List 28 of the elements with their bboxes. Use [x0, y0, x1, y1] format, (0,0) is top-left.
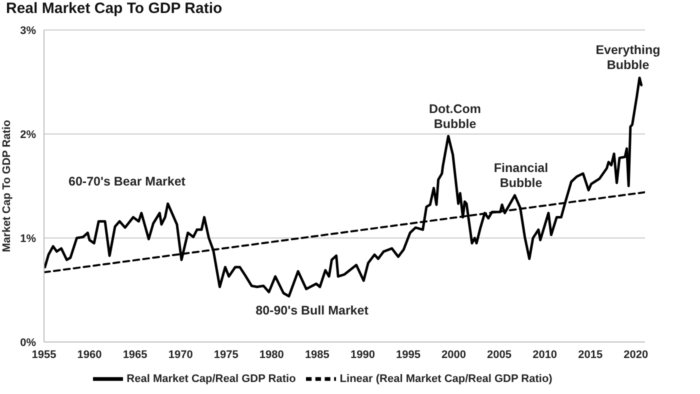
chart-title: Real Market Cap To GDP Ratio: [6, 0, 222, 17]
annotation: Everything Bubble: [596, 43, 660, 73]
y-tick-label: 0%: [20, 336, 36, 349]
x-tick-label: 1995: [396, 348, 420, 361]
x-tick-label: 1990: [350, 348, 375, 361]
x-tick-label: 2015: [578, 348, 603, 361]
y-tick-label: 3%: [20, 24, 36, 37]
annotation: Financial Bubble: [494, 161, 548, 191]
x-tick-label: 1985: [304, 348, 330, 361]
x-tick-label: 1955: [32, 348, 56, 361]
x-tick-label: 2010: [532, 348, 558, 361]
y-tick-label: 1%: [20, 232, 36, 245]
x-tick-label: 1965: [122, 348, 148, 361]
line-series: [44, 76, 643, 298]
legend-label: Linear (Real Market Cap/Real GDP Ratio): [340, 372, 552, 385]
legend-label: Real Market Cap/Real GDP Ratio: [126, 372, 296, 385]
x-tick-label: 1970: [168, 348, 193, 361]
y-axis-title: Market Cap To GDP Ratio: [0, 120, 13, 252]
annotation: 60-70's Bear Market: [68, 174, 186, 190]
x-tick-label: 2000: [442, 348, 466, 361]
x-tick-label: 2005: [487, 348, 512, 361]
x-tick-label: 1975: [214, 348, 238, 361]
annotation: 80-90's Bull Market: [256, 304, 368, 318]
annotation: Dot.Com Bubble: [428, 102, 482, 132]
y-tick-label: 2%: [20, 128, 36, 141]
x-tick-label: 1960: [77, 348, 102, 361]
x-tick-label: 1980: [259, 348, 284, 361]
x-tick-label: 2020: [624, 348, 648, 361]
